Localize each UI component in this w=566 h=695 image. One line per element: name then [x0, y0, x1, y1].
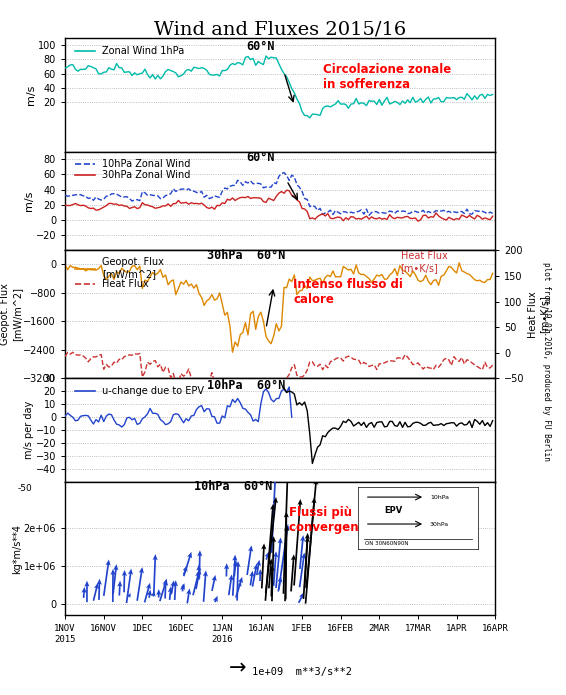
Text: 60°N: 60°N [246, 40, 275, 53]
Legend: Zonal Wind 1hPa: Zonal Wind 1hPa [74, 45, 186, 57]
Legend: u-change due to EPV: u-change due to EPV [74, 385, 205, 398]
Y-axis label: m/s: m/s [26, 85, 36, 105]
Text: Flussi più
convergenti al Polo: Flussi più convergenti al Polo [289, 506, 417, 534]
Text: 10hPa  60°N: 10hPa 60°N [194, 480, 272, 493]
Text: Heat Flux: Heat Flux [401, 251, 447, 261]
Text: [m•K/s]: [m•K/s] [401, 263, 439, 272]
Y-axis label: Heat Flux
[m•K/s]: Heat Flux [m•K/s] [528, 291, 549, 338]
Text: -50: -50 [18, 484, 32, 493]
Text: Intenso flusso di
calore: Intenso flusso di calore [293, 279, 403, 306]
Title: Wind and Fluxes 2015/16: Wind and Fluxes 2015/16 [154, 20, 406, 38]
Text: 1e+09  m**3/s**2: 1e+09 m**3/s**2 [252, 667, 352, 677]
Legend: Geopot. Flux
[mW/m^2], Heat Flux: Geopot. Flux [mW/m^2], Heat Flux [74, 256, 165, 291]
Legend: 10hPa Zonal Wind, 30hPa Zonal Wind: 10hPa Zonal Wind, 30hPa Zonal Wind [74, 158, 192, 181]
Text: 30hPa  60°N: 30hPa 60°N [207, 250, 285, 262]
Text: 60°N: 60°N [246, 152, 275, 165]
Text: Circolazione zonale
in sofferenza: Circolazione zonale in sofferenza [323, 63, 452, 91]
Y-axis label: m/s per day: m/s per day [24, 401, 34, 459]
Y-axis label: kg*m/s**4: kg*m/s**4 [12, 523, 22, 573]
Y-axis label: Geopot. Flux
[mW/m^2]: Geopot. Flux [mW/m^2] [1, 284, 22, 345]
Text: 10hPa  60°N: 10hPa 60°N [207, 379, 285, 392]
Y-axis label: m/s: m/s [24, 190, 34, 211]
Text: plot from 19.01.2016, produced by FU Berlin: plot from 19.01.2016, produced by FU Ber… [542, 262, 551, 461]
Text: →: → [229, 659, 246, 678]
